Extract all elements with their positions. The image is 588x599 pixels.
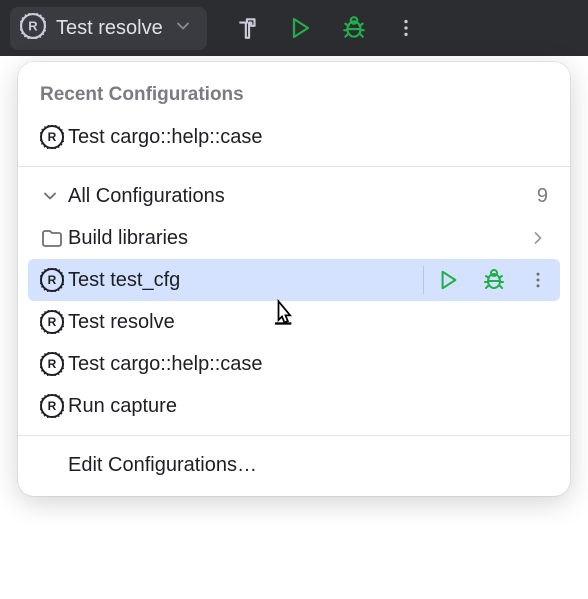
chevron-down-icon — [40, 186, 68, 206]
run-button[interactable] — [438, 269, 460, 291]
config-item[interactable]: Test cargo::help::case — [18, 343, 570, 385]
rust-icon — [40, 268, 68, 292]
config-label: Test resolve — [68, 311, 548, 334]
debug-button[interactable] — [482, 268, 506, 292]
more-button[interactable] — [528, 270, 548, 290]
divider — [18, 435, 570, 436]
debug-button[interactable] — [341, 15, 367, 41]
edit-configurations[interactable]: Edit Configurations… — [18, 444, 570, 486]
all-configs-count: 9 — [537, 185, 548, 208]
toolbar-actions — [235, 15, 417, 41]
recent-header: Recent Configurations — [18, 76, 570, 116]
chevron-down-icon — [173, 16, 193, 41]
all-configs-label: All Configurations — [68, 185, 529, 208]
config-label: Test cargo::help::case — [68, 353, 548, 376]
config-label: Test test_cfg — [68, 269, 423, 292]
run-button[interactable] — [289, 16, 313, 40]
config-label: Build libraries — [68, 227, 524, 250]
all-configs-header[interactable]: All Configurations 9 — [18, 175, 570, 217]
recent-config-item[interactable]: Test cargo::help::case — [18, 116, 570, 158]
rust-icon — [40, 310, 68, 334]
folder-icon — [40, 226, 68, 250]
toolbar: Test resolve — [0, 0, 588, 56]
edit-configurations-label: Edit Configurations… — [68, 454, 548, 477]
run-config-selector[interactable]: Test resolve — [10, 7, 207, 50]
run-config-popup: Recent Configurations Test cargo::help::… — [18, 62, 570, 496]
rust-icon — [40, 352, 68, 376]
more-button[interactable] — [395, 17, 417, 39]
run-config-label: Test resolve — [56, 17, 163, 40]
divider — [18, 166, 570, 167]
rust-icon — [40, 125, 68, 149]
chevron-right-icon — [524, 228, 548, 248]
config-item[interactable]: Test test_cfg — [28, 259, 560, 301]
config-label: Test cargo::help::case — [68, 126, 548, 149]
config-item[interactable]: Run capture — [18, 385, 570, 427]
build-button[interactable] — [235, 15, 261, 41]
rust-icon — [20, 13, 46, 44]
config-item[interactable]: Test resolve — [18, 301, 570, 343]
item-actions — [423, 266, 548, 294]
config-folder-item[interactable]: Build libraries — [18, 217, 570, 259]
config-label: Run capture — [68, 395, 548, 418]
rust-icon — [40, 394, 68, 418]
